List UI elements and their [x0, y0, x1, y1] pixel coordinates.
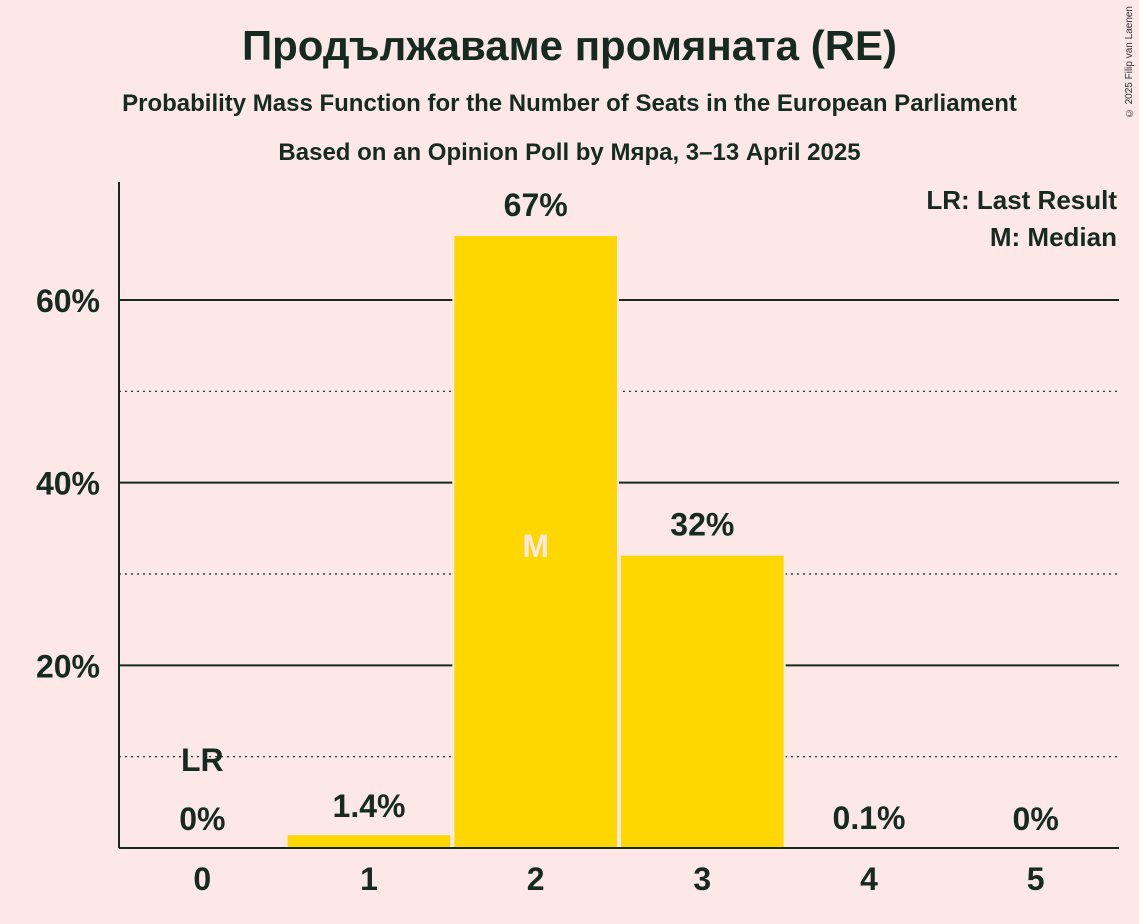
x-tick-label: 1 [360, 861, 378, 897]
axes [118, 182, 1119, 849]
x-tick-label: 4 [860, 861, 878, 897]
bar [621, 555, 784, 848]
x-tick-label: 2 [527, 861, 545, 897]
chart-subtitle: Probability Mass Function for the Number… [122, 90, 1017, 117]
chart-title: Продължаваме промяната (RE) [241, 22, 898, 69]
chart-source: Based on an Opinion Poll by Мяра, 3–13 A… [278, 139, 861, 166]
data-label: 67% [504, 187, 568, 223]
bar [454, 236, 617, 849]
bars [285, 236, 953, 849]
data-label: 0.1% [833, 800, 906, 836]
x-tick-label: 3 [693, 861, 711, 897]
legend: LR: Last Result M: Median [926, 185, 1117, 252]
y-tick-label: 40% [36, 466, 100, 502]
bar [287, 835, 451, 848]
data-label: 0% [179, 801, 225, 837]
legend-item: M: Median [990, 222, 1117, 252]
median-label: M [522, 528, 549, 564]
x-tick-label: 0 [193, 861, 211, 897]
data-label: 32% [670, 507, 734, 543]
last-result-label: LR [181, 742, 224, 778]
data-label: 0% [1013, 801, 1059, 837]
data-label: 1.4% [333, 788, 406, 824]
y-tick-label: 60% [36, 283, 100, 319]
x-tick-label: 5 [1027, 861, 1045, 897]
y-tick-label: 20% [36, 648, 100, 684]
legend-item: LR: Last Result [926, 185, 1117, 215]
